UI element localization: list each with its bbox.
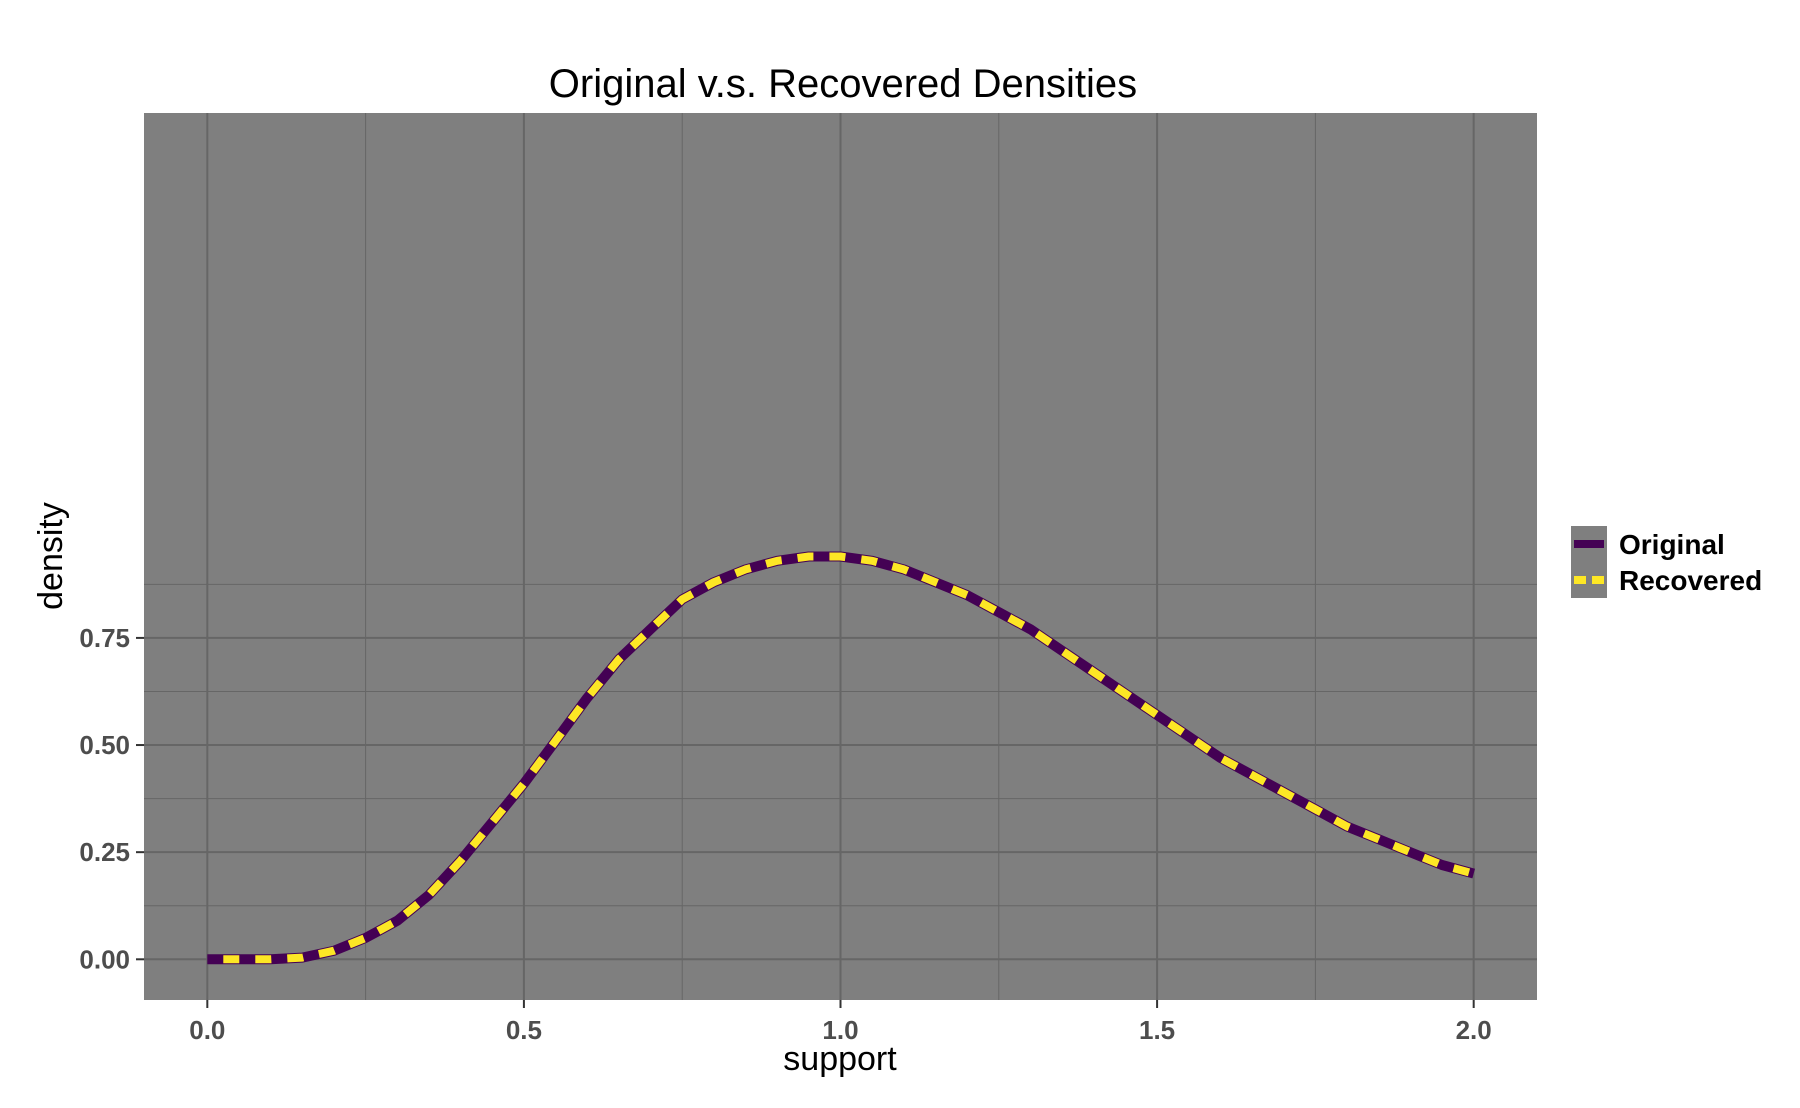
y-tick-label: 0.00 (79, 944, 130, 974)
x-tick-label: 1.0 (822, 1015, 858, 1045)
legend: Original Recovered (1571, 526, 1762, 598)
x-tick-label: 0.5 (506, 1015, 542, 1045)
x-tick-label: 1.5 (1139, 1015, 1175, 1045)
series-lines (207, 551, 1476, 965)
chart-title: Original v.s. Recovered Densities (549, 62, 1137, 106)
x-tick-label: 2.0 (1456, 1015, 1492, 1045)
x-axis: 0.0 0.5 1.0 1.5 2.0 (189, 1000, 1492, 1045)
y-tick-label: 0.75 (79, 623, 130, 653)
y-axis-title: density (32, 502, 70, 610)
x-tick-label: 0.0 (189, 1015, 225, 1045)
legend-label-original: Original (1619, 529, 1725, 560)
y-tick-label: 0.25 (79, 837, 130, 867)
y-tick-label: 0.50 (79, 730, 130, 760)
y-axis: 0.00 0.25 0.50 0.75 (79, 623, 144, 974)
x-axis-title: support (783, 1040, 897, 1078)
legend-label-recovered: Recovered (1619, 565, 1762, 596)
series-line-recovered (207, 552, 1475, 964)
